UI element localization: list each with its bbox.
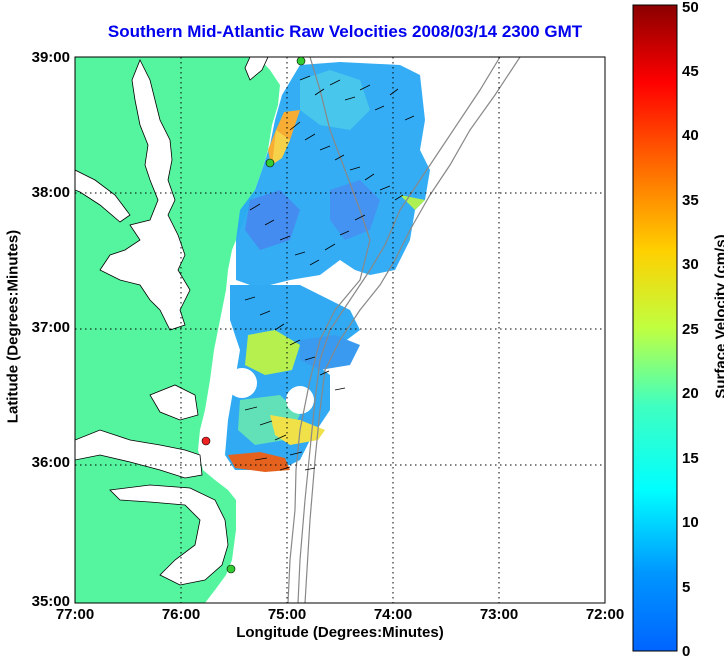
station-marker xyxy=(227,565,235,573)
station-marker xyxy=(297,57,305,65)
station-marker xyxy=(266,159,274,167)
colorbar xyxy=(633,5,677,651)
station-marker xyxy=(202,437,210,445)
